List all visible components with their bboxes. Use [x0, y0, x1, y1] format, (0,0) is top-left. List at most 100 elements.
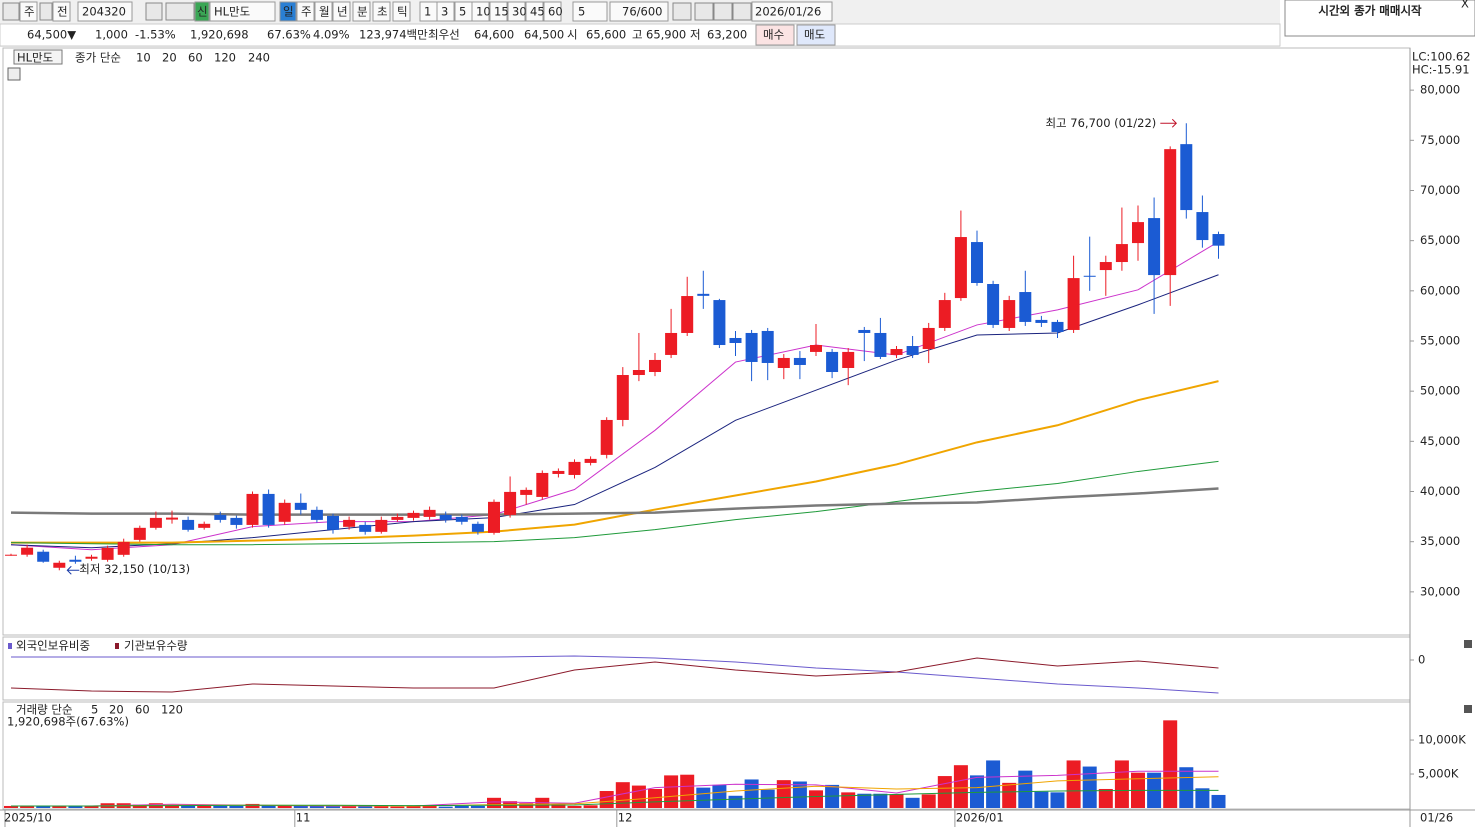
toolbar-button[interactable] — [352, 1, 371, 22]
candle-body — [262, 493, 275, 525]
volume-bar — [36, 805, 51, 808]
toolbar-button[interactable] — [209, 1, 276, 22]
toolbar-label[interactable]: 주 — [301, 5, 312, 19]
toolbar-button[interactable] — [471, 1, 490, 22]
toolbar-label[interactable]: 신 — [197, 5, 208, 19]
volume-bar — [470, 805, 485, 808]
panel-button[interactable] — [1464, 640, 1472, 648]
volume-bar — [245, 803, 260, 808]
toolbar-button[interactable] — [525, 1, 544, 22]
toolbar-button[interactable] — [609, 1, 669, 22]
candle-body — [504, 491, 517, 515]
volume-bar — [1018, 770, 1033, 808]
toolbar-button[interactable] — [751, 1, 833, 22]
candle-body — [793, 357, 806, 365]
toolbar-label[interactable]: 45 — [530, 5, 545, 19]
volume-bar — [953, 765, 968, 808]
y-tick-label: 5,000K — [1418, 767, 1459, 781]
toolbar-label[interactable]: 5 — [578, 5, 585, 19]
quote-item: 1,000 — [95, 28, 128, 42]
toolbar-label[interactable]: 년 — [337, 5, 348, 19]
panel-button[interactable] — [1464, 705, 1472, 713]
legend-inst: 기관보유수량 — [124, 639, 188, 653]
candle-body — [745, 332, 758, 362]
toolbar-button[interactable] — [52, 1, 71, 22]
volume-bar — [1050, 792, 1065, 808]
toolbar-button[interactable] — [489, 1, 508, 22]
grid-icon[interactable] — [7, 67, 21, 81]
toolbar-label[interactable]: 초 — [377, 5, 388, 19]
toolbar-label[interactable]: 5 — [459, 5, 466, 19]
toolbar-button[interactable] — [314, 1, 333, 22]
toolbar-label[interactable]: 1 — [424, 5, 431, 19]
candle-body — [391, 516, 404, 520]
volume-bar — [744, 779, 759, 808]
volume-bar — [374, 805, 389, 808]
quote-item[interactable]: 매수 — [763, 28, 784, 42]
toolbar-icon[interactable] — [2, 2, 20, 21]
lc-label: LC:100.62 — [1412, 50, 1471, 64]
toolbar-icon[interactable] — [694, 2, 714, 21]
candle-body — [471, 523, 484, 532]
volume-bar — [841, 792, 856, 808]
notice-close[interactable]: X — [1461, 0, 1469, 11]
high-arrow — [1160, 118, 1178, 128]
volume-bar — [1082, 766, 1097, 808]
toolbar-button[interactable] — [279, 1, 297, 22]
toolbar-label[interactable]: 204320 — [82, 5, 126, 19]
toolbar-label[interactable]: 3 — [441, 5, 448, 19]
quote-item[interactable]: 매도 — [804, 28, 825, 42]
toolbar-label[interactable]: 10 — [476, 5, 491, 19]
candle-body — [777, 357, 790, 368]
toolbar-icon[interactable] — [732, 2, 752, 21]
volume-bar — [921, 794, 936, 808]
toolbar-label[interactable]: 전 — [57, 5, 68, 19]
toolbar-button[interactable] — [19, 1, 38, 22]
candle-body — [761, 330, 774, 363]
toolbar-label[interactable]: 주 — [24, 5, 35, 19]
volume-bar — [567, 805, 582, 808]
toolbar-label[interactable]: 일 — [283, 5, 294, 19]
volume-bar — [84, 805, 99, 808]
volume-bar — [358, 805, 373, 808]
toolbar-icon[interactable] — [145, 2, 163, 21]
legend-title: HL만도 — [17, 51, 53, 65]
toolbar-icon[interactable] — [713, 2, 733, 21]
candle-body — [697, 293, 710, 296]
toolbar-label[interactable]: 틱 — [397, 5, 408, 19]
moving-average — [10, 274, 1219, 549]
toolbar-label[interactable]: 60 — [548, 5, 563, 19]
toolbar-icon[interactable] — [165, 2, 195, 21]
y-tick-label: 65,000 — [1420, 233, 1460, 247]
toolbar-button[interactable] — [543, 1, 562, 22]
toolbar-label[interactable]: 2026/01/26 — [755, 5, 821, 19]
toolbar-label[interactable]: 15 — [494, 5, 509, 19]
toolbar-icon[interactable] — [672, 2, 692, 21]
moving-average — [10, 487, 1219, 516]
candle-body — [1132, 222, 1144, 244]
toolbar-icon[interactable] — [39, 2, 53, 21]
toolbar-button[interactable] — [507, 1, 526, 22]
date-label: 2026/01 — [956, 811, 1004, 825]
candle-body — [874, 332, 887, 357]
volume-bar — [68, 805, 83, 808]
toolbar-button[interactable] — [372, 1, 391, 22]
toolbar-label[interactable]: 30 — [512, 5, 527, 19]
y-tick-label: 0 — [1418, 653, 1425, 667]
toolbar-button[interactable] — [332, 1, 351, 22]
toolbar-button[interactable] — [194, 1, 210, 22]
volume-bar — [132, 804, 147, 808]
toolbar-button[interactable] — [392, 1, 411, 22]
toolbar-button[interactable] — [77, 1, 133, 22]
quote-item: 65,900 — [646, 28, 686, 42]
toolbar-label[interactable]: HL만도 — [214, 5, 250, 19]
toolbar-button[interactable] — [572, 1, 608, 22]
toolbar-label[interactable]: 월 — [319, 5, 330, 19]
order-button[interactable] — [755, 24, 795, 46]
toolbar-button[interactable] — [296, 1, 315, 22]
toolbar-button[interactable] — [436, 1, 455, 22]
order-button[interactable] — [796, 24, 836, 46]
toolbar-label[interactable]: 76/600 — [622, 5, 662, 19]
toolbar-label[interactable]: 분 — [357, 5, 368, 19]
